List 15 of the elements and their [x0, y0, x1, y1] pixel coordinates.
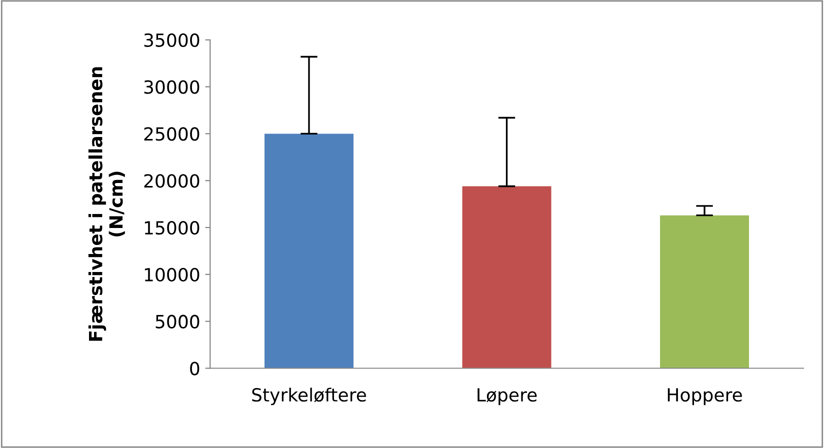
y-tick-label: 30000 [144, 80, 200, 94]
y-tick-label: 25000 [144, 127, 200, 141]
y-tick-label: 0 [190, 362, 200, 376]
bar [660, 215, 750, 368]
y-axis-title: Fjærstivhet i patellarsenen (N/cm) [88, 67, 125, 341]
y-tick-label: 35000 [144, 33, 200, 47]
x-tick-label: Hoppere [668, 388, 742, 406]
y-tick-label: 20000 [144, 174, 200, 188]
bar [264, 134, 354, 368]
y-tick-label: 10000 [144, 268, 200, 282]
y-tick-label: 5000 [156, 314, 200, 328]
bar [462, 186, 552, 368]
y-tick-label: 15000 [144, 220, 200, 235]
x-tick-label: Styrkeløftere [252, 388, 366, 406]
x-tick-label: Løpere [478, 388, 537, 406]
